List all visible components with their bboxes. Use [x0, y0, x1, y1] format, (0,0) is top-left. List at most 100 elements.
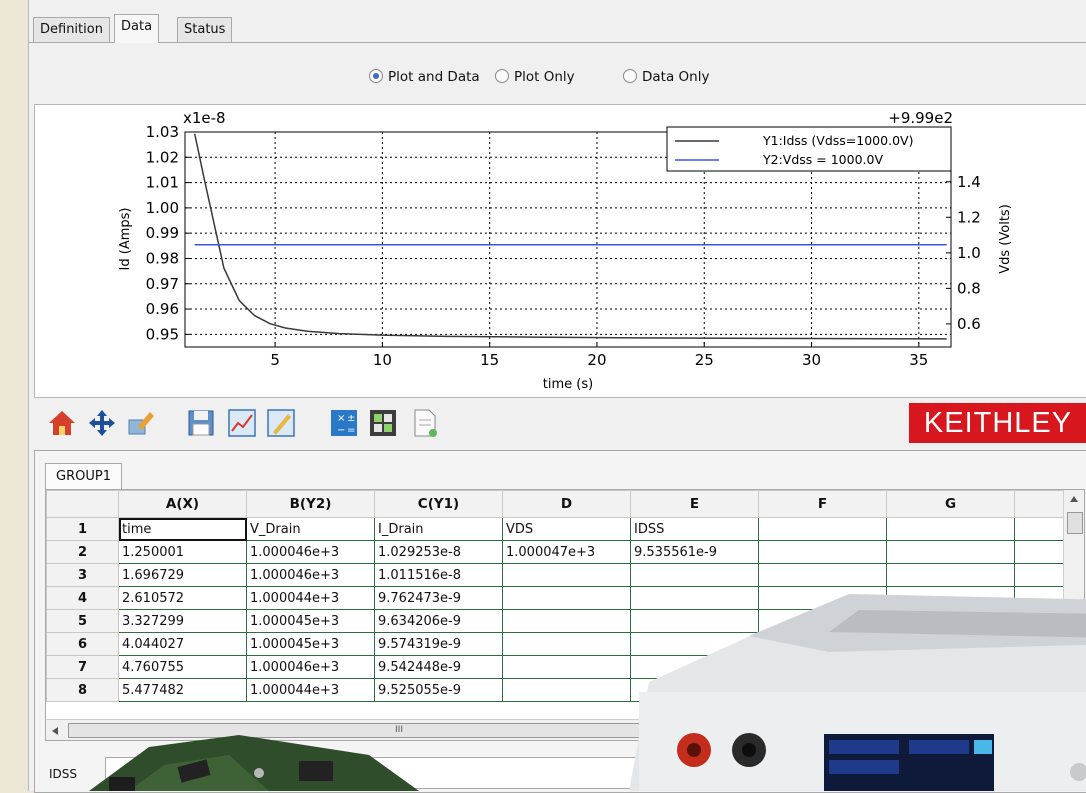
column-header-row: A(X) B(Y2) C(Y1) D E F G	[46, 490, 1065, 518]
table-cell	[1014, 540, 1065, 564]
table-cell[interactable]: 1.029253e-8	[374, 540, 503, 564]
chart-icon[interactable]	[227, 408, 257, 438]
y-tick-label: 0.95	[146, 325, 179, 343]
table-cell[interactable]	[886, 517, 1015, 541]
table-cell[interactable]: 9.634206e-9	[374, 609, 503, 633]
table-cell[interactable]	[758, 517, 887, 541]
horizontal-scroll-thumb[interactable]: III	[68, 723, 730, 738]
table-cell[interactable]: 9.762473e-9	[374, 586, 503, 610]
table-cell[interactable]: 1.250001	[118, 540, 247, 564]
home-icon[interactable]	[47, 408, 77, 438]
table-cell[interactable]	[758, 540, 887, 564]
column-header[interactable]: E	[630, 490, 759, 518]
radio-plot-only[interactable]: Plot Only	[495, 68, 575, 86]
plot-canvas[interactable]: 5 10 15 20 25 30 35 1.03 1.02 1.01 1.00 0.99 0.98 0.9…	[35, 105, 1086, 397]
table-cell[interactable]: 1.000045e+3	[246, 609, 375, 633]
y2-tick-label: 1.4	[957, 173, 981, 191]
table-cell[interactable]: 9.535561e-9	[630, 540, 759, 564]
table-cell[interactable]: time	[118, 517, 247, 541]
x-tick-label: 20	[587, 351, 606, 369]
table-cell[interactable]	[630, 609, 759, 633]
table-cell[interactable]: 5.477482	[118, 678, 247, 702]
column-header[interactable]: A(X)	[118, 490, 247, 518]
table-cell[interactable]	[502, 632, 631, 656]
table-cell[interactable]: 3.327299	[118, 609, 247, 633]
table-cell[interactable]	[630, 563, 759, 587]
table-cell[interactable]: 2.610572	[118, 586, 247, 610]
table-cell[interactable]	[502, 563, 631, 587]
legend-label-y1: Y1:Idss (Vdss=1000.0V)	[762, 133, 913, 148]
tab-data[interactable]: Data	[114, 14, 160, 43]
radio-data-only[interactable]: Data Only	[623, 68, 709, 86]
table-cell[interactable]	[502, 586, 631, 610]
column-header	[1014, 490, 1065, 518]
grid-icon[interactable]	[368, 408, 398, 438]
legend-box	[666, 126, 952, 172]
plot-panel[interactable]: 5 10 15 20 25 30 35 1.03 1.02 1.01 1.00 0.99 0.98 0.9…	[34, 104, 1086, 398]
y-scale-label: x1e-8	[183, 109, 226, 127]
calculator-icon[interactable]: × ± − =	[329, 408, 359, 438]
row-header[interactable]: 2	[46, 540, 119, 564]
edit-icon[interactable]	[126, 408, 156, 438]
y2-tick-label: 1.0	[957, 244, 981, 262]
row-header[interactable]: 7	[46, 655, 119, 679]
table-cell[interactable]: 1.000046e+3	[246, 563, 375, 587]
row-header[interactable]: 3	[46, 563, 119, 587]
column-header[interactable]: F	[758, 490, 887, 518]
table-cell[interactable]: 4.044027	[118, 632, 247, 656]
table-row: 3 1.696729 1.000046e+3 1.011516e-8	[46, 563, 1065, 587]
table-cell[interactable]: 1.000044e+3	[246, 586, 375, 610]
sheet-tab-group1[interactable]: GROUP1	[45, 463, 122, 490]
table-cell[interactable]: 1.000046e+3	[246, 655, 375, 679]
row-header[interactable]: 8	[46, 678, 119, 702]
table-cell[interactable]: I_Drain	[374, 517, 503, 541]
table-cell[interactable]: IDSS	[630, 517, 759, 541]
column-header[interactable]: D	[502, 490, 631, 518]
table-cell[interactable]: 9.525055e-9	[374, 678, 503, 702]
vertical-scroll-thumb[interactable]	[1067, 512, 1083, 534]
export-icon[interactable]	[409, 408, 439, 438]
table-cell[interactable]: 9.574319e-9	[374, 632, 503, 656]
table-cell[interactable]	[502, 609, 631, 633]
table-cell[interactable]: V_Drain	[246, 517, 375, 541]
x-axis-label: time (s)	[543, 377, 593, 392]
table-cell[interactable]: 1.000044e+3	[246, 678, 375, 702]
table-cell[interactable]	[758, 563, 887, 587]
y2-axis-label: Vds (Volts)	[998, 204, 1013, 274]
x-tick-label: 5	[270, 351, 280, 369]
table-cell[interactable]	[502, 678, 631, 702]
table-cell[interactable]	[502, 655, 631, 679]
tab-definition[interactable]: Definition	[33, 17, 110, 42]
row-header[interactable]: 1	[46, 517, 119, 541]
table-cell[interactable]: 4.760755	[118, 655, 247, 679]
row-header[interactable]: 4	[46, 586, 119, 610]
radio-plot-and-data[interactable]: Plot and Data	[369, 68, 480, 86]
column-header[interactable]: C(Y1)	[374, 490, 503, 518]
radio-label: Plot Only	[514, 69, 575, 85]
scroll-up-icon[interactable]	[1069, 495, 1079, 503]
table-cell[interactable]: 9.542448e-9	[374, 655, 503, 679]
column-header[interactable]: B(Y2)	[246, 490, 375, 518]
x-tick-label: 25	[695, 351, 714, 369]
radio-label: Plot and Data	[388, 69, 480, 85]
table-cell[interactable]: 1.000047e+3	[502, 540, 631, 564]
table-cell[interactable]: 1.000046e+3	[246, 540, 375, 564]
row-header[interactable]: 6	[46, 632, 119, 656]
row-header[interactable]: 5	[46, 609, 119, 633]
corner-cell[interactable]	[46, 490, 119, 518]
table-cell[interactable]: 1.011516e-8	[374, 563, 503, 587]
table-cell[interactable]	[886, 540, 1015, 564]
radio-selected-icon	[369, 69, 383, 83]
save-icon[interactable]	[186, 408, 216, 438]
y-tick-label: 0.97	[146, 275, 179, 293]
table-cell[interactable]: 1.696729	[118, 563, 247, 587]
scroll-left-icon[interactable]	[51, 726, 59, 736]
table-cell[interactable]: VDS	[502, 517, 631, 541]
configure-icon[interactable]	[266, 408, 296, 438]
pan-icon[interactable]	[87, 408, 117, 438]
table-cell[interactable]	[886, 563, 1015, 587]
table-cell[interactable]: 1.000045e+3	[246, 632, 375, 656]
column-header[interactable]: G	[886, 490, 1015, 518]
tab-status[interactable]: Status	[177, 17, 233, 42]
y2-offset-label: +9.99e2	[888, 109, 953, 127]
